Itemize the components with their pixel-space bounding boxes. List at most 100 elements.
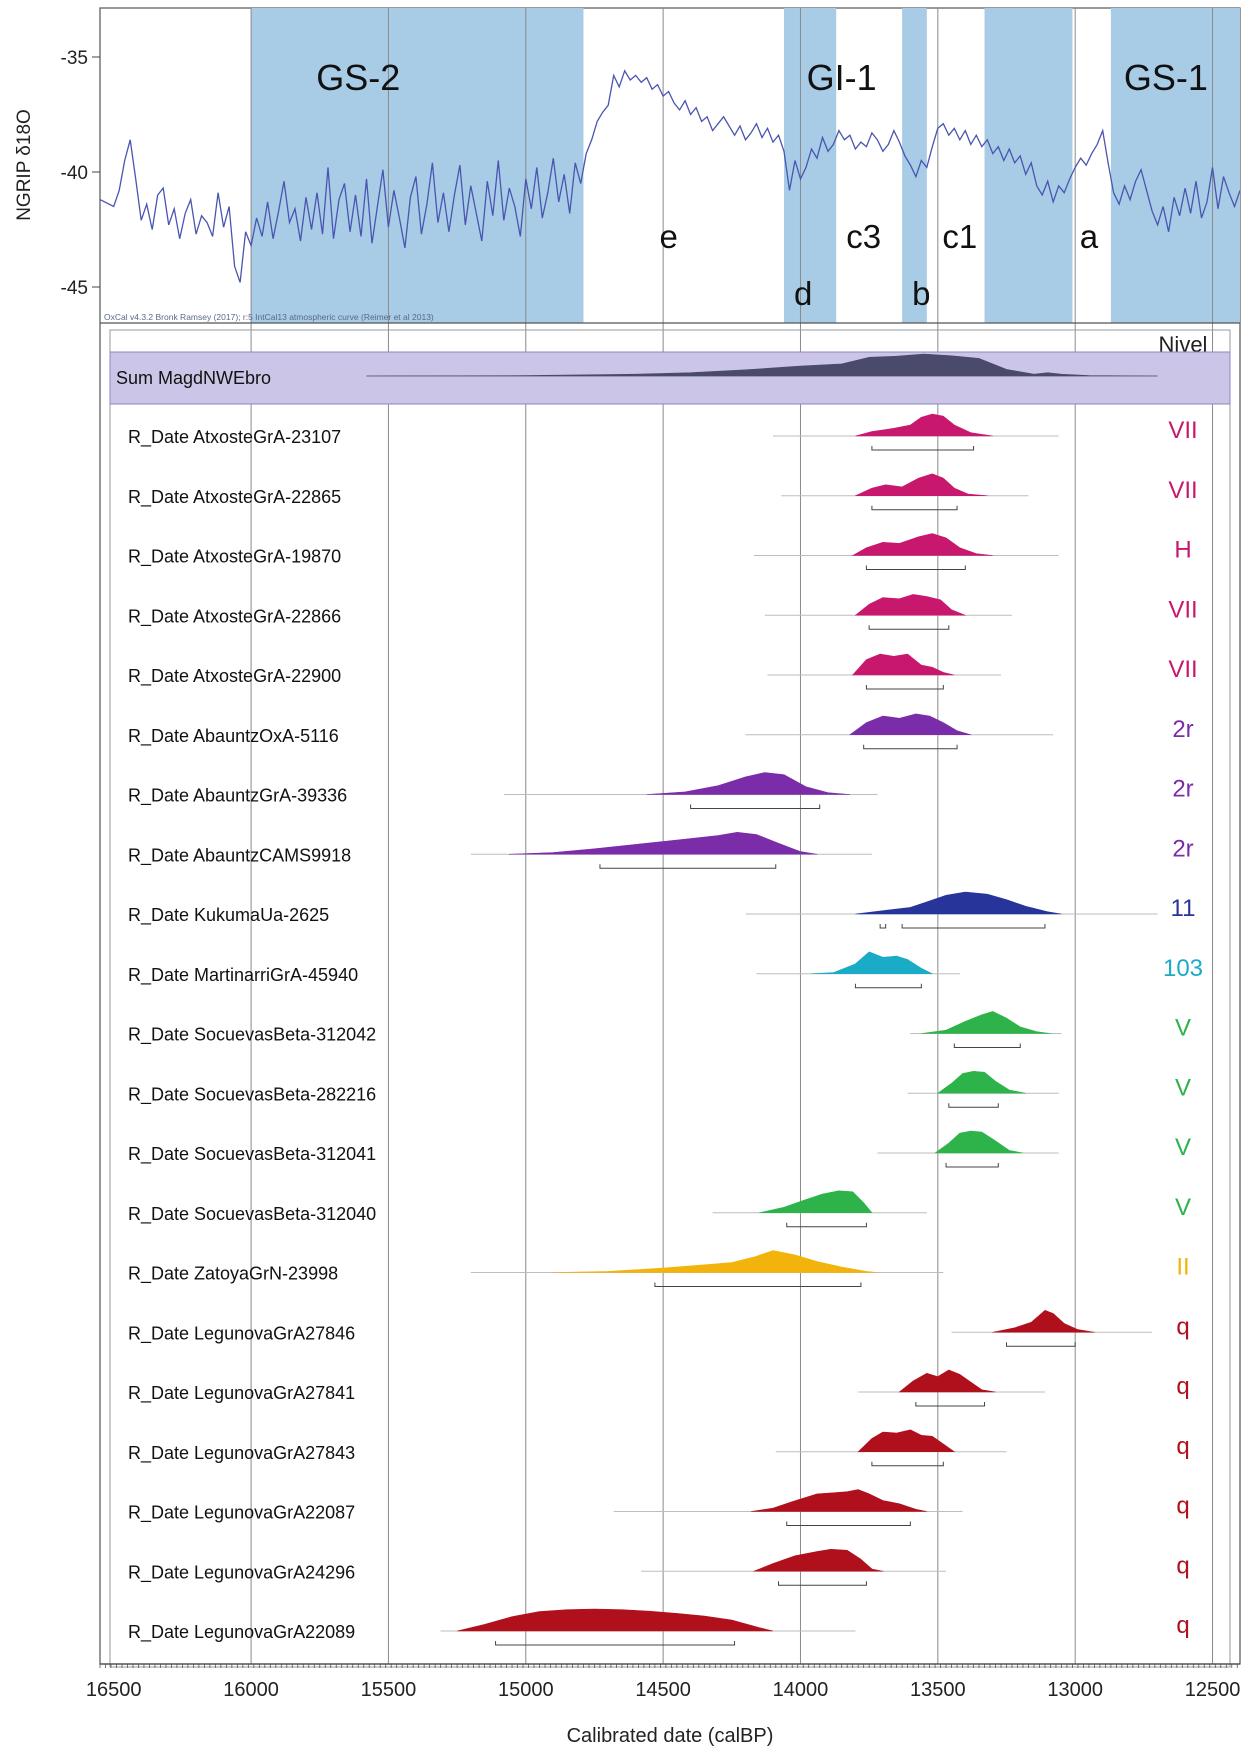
date-density [898, 1369, 996, 1393]
hpd-bracket-0 [868, 625, 950, 630]
date-density [855, 473, 988, 497]
hpd-bracket-0 [871, 1461, 944, 1467]
nivel-label: V [1175, 1134, 1191, 1161]
x-tick-label-3: 15000 [498, 1679, 554, 1701]
date-label: R_Date AtxosteGrA-22865 [128, 487, 341, 508]
date-label: R_Date ZatoyaGrN-23998 [128, 1264, 338, 1285]
date-row-14: R_Date ZatoyaGrN-23998 II [128, 1250, 1190, 1287]
nivel-label: VII [1168, 417, 1197, 444]
x-tick-label-8: 12500 [1185, 1679, 1241, 1701]
subevent-label-2: c3 [846, 218, 881, 255]
subevent-label-5: a [1080, 218, 1099, 255]
date-density [855, 594, 966, 616]
date-row-5: R_Date AbauntzOxA-5116 2r [128, 713, 1194, 750]
nivel-label: VII [1168, 656, 1197, 683]
hpd-bracket-0 [945, 1163, 999, 1168]
date-row-10: R_Date SocuevasBeta-312042 V [128, 1011, 1191, 1048]
date-row-15: R_Date LegunovaGrA27846 q [128, 1309, 1190, 1347]
date-label: R_Date LegunovaGrA24296 [128, 1562, 355, 1583]
shaded-interval-4 [1110, 8, 1240, 323]
hpd-bracket-0 [879, 924, 887, 929]
y-tick-label-2: -45 [61, 278, 88, 299]
date-label: R_Date AtxosteGrA-22866 [128, 606, 341, 627]
date-row-6: R_Date AbauntzGrA-39336 2r [128, 772, 1194, 809]
date-density [851, 533, 993, 556]
date-density [921, 1011, 1051, 1034]
hpd-bracket-0 [871, 446, 975, 451]
oxcal-credit: OxCal v4.3.2 Bronk Ramsey (2017); r:5 In… [104, 312, 434, 322]
date-row-13: R_Date SocuevasBeta-312040 V [128, 1190, 1191, 1228]
hpd-bracket-0 [863, 744, 958, 750]
isotope-shading [251, 8, 1240, 323]
subevent-label-3: b [912, 275, 930, 312]
x-tick-label-1: 16000 [223, 1679, 279, 1701]
hpd-bracket-0 [495, 1641, 736, 1646]
x-tick-label-5: 14000 [773, 1679, 829, 1701]
x-tick-label-6: 13500 [910, 1679, 966, 1701]
date-label: R_Date SocuevasBeta-282216 [128, 1084, 376, 1105]
date-density [759, 1190, 873, 1214]
date-label: R_Date SocuevasBeta-312041 [128, 1144, 376, 1165]
nivel-label: V [1175, 1194, 1191, 1221]
date-row-11: R_Date SocuevasBeta-282216 V [128, 1070, 1191, 1108]
nivel-label: q [1176, 1433, 1189, 1460]
hpd-bracket-0 [599, 864, 777, 869]
date-density [937, 1070, 1026, 1094]
x-tick-label-4: 14500 [635, 1679, 691, 1701]
nivel-label: q [1176, 1313, 1189, 1340]
date-label: R_Date AbauntzOxA-5116 [128, 726, 339, 747]
subevent-label-1: d [794, 275, 812, 312]
sum-label: Sum MagdNWEbro [116, 368, 271, 388]
date-label: R_Date LegunovaGrA27846 [128, 1323, 355, 1344]
x-axis-label: Calibrated date (calBP) [567, 1725, 774, 1747]
date-row-0: R_Date AtxosteGrA-23107 VII [128, 413, 1198, 451]
date-row-9: R_Date MartinarriGrA-45940 103 [128, 951, 1203, 989]
date-row-12: R_Date SocuevasBeta-312041 V [128, 1130, 1191, 1168]
date-label: R_Date SocuevasBeta-312040 [128, 1204, 376, 1225]
stage-label-0: GS-2 [316, 57, 400, 98]
date-density [855, 413, 993, 437]
hpd-bracket-0 [871, 505, 958, 511]
nivel-label: 2r [1172, 716, 1193, 743]
subevent-label-0: e [659, 218, 677, 255]
subevent-label-4: c1 [942, 218, 977, 255]
x-axis: 16500 16000 15500 15000 14500 14000 13500 13000… [86, 1663, 1241, 1701]
date-density [857, 1429, 955, 1453]
date-label: R_Date KukumaUa-2625 [128, 905, 329, 926]
date-label: R_Date AtxosteGrA-19870 [128, 547, 341, 568]
date-label: R_Date MartinarriGrA-45940 [128, 965, 358, 986]
nivel-label: V [1175, 1015, 1191, 1042]
sum-density [366, 353, 1158, 377]
date-density [553, 1250, 878, 1273]
hpd-bracket-0 [948, 1103, 999, 1108]
hpd-bracket-0 [690, 804, 821, 809]
date-density [646, 772, 850, 795]
date-density [992, 1309, 1095, 1333]
date-label: R_Date LegunovaGrA22089 [128, 1622, 355, 1643]
date-row-16: R_Date LegunovaGrA27841 q [128, 1369, 1190, 1407]
hpd-bracket-0 [654, 1282, 862, 1287]
shaded-interval-3 [984, 8, 1073, 323]
nivel-label: 2r [1172, 776, 1193, 803]
date-density [934, 1130, 1024, 1154]
nivel-label: 11 [1171, 895, 1196, 922]
hpd-bracket-0 [778, 1581, 867, 1586]
nivel-label: V [1175, 1074, 1191, 1101]
hpd-bracket-0 [786, 1521, 911, 1526]
y-tick-label-1: -40 [61, 163, 88, 184]
nivel-label: VII [1168, 477, 1197, 504]
stage-label-2: GS-1 [1124, 57, 1208, 98]
hpd-bracket-0 [854, 983, 922, 989]
hpd-bracket-0 [865, 565, 966, 570]
date-row-3: R_Date AtxosteGrA-22866 VII [128, 594, 1198, 630]
hpd-bracket-1 [901, 924, 1046, 929]
nivel-label: q [1176, 1373, 1189, 1400]
vertical-gridlines [250, 8, 1214, 1664]
date-density [750, 1489, 927, 1512]
x-tick-label-7: 13000 [1047, 1679, 1103, 1701]
date-label: R_Date LegunovaGrA22087 [128, 1503, 355, 1524]
date-row-20: R_Date LegunovaGrA22089 q [128, 1608, 1190, 1646]
date-density [509, 831, 818, 855]
y-axis-label: NGRIP δ18O [14, 109, 35, 221]
